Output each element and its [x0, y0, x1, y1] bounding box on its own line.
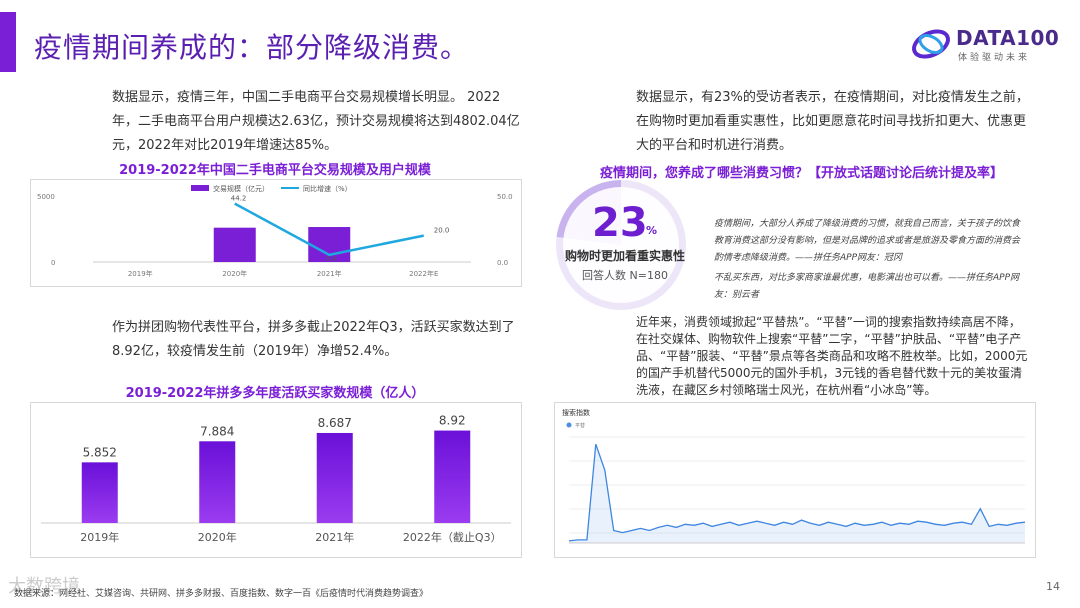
respondent-count: 回答人数 N=180 — [582, 269, 668, 282]
chart2-x-label: 2019年 — [80, 530, 119, 544]
chart1-line-label: 20.0 — [434, 227, 450, 235]
chart1-line-label: 5.4 — [325, 255, 337, 263]
chart1-x-label: 2021年 — [317, 269, 342, 278]
left-paragraph-2: 作为拼团购物代表性平台，拼多多截止2022年Q3，活跃买家数达到了8.92亿，较… — [112, 320, 515, 359]
y-left-tick: 5000 — [37, 193, 55, 201]
chart1-line-label: 44.2 — [231, 195, 247, 203]
source-note: 数据来源：网经社、艾媒咨询、共研网、拼多多财报、百度指数、数字一百《后疫情时代消… — [14, 589, 429, 599]
chart2-bar — [81, 462, 118, 523]
chart2-value-label: 7.884 — [200, 424, 234, 438]
chart2-bar — [434, 430, 471, 523]
search-index-title: 搜索指数 — [562, 409, 590, 417]
quote-2: 不乱买东西，对比多家商家谁最优惠，电影演出也可以看。——拼任务APP网友：别云者 — [714, 273, 1020, 300]
percent-pie-hole — [563, 187, 679, 303]
y-right-tick: 50.0 — [497, 193, 513, 201]
legend-swatch-bar — [191, 185, 209, 191]
percent-pie-svg — [556, 180, 679, 303]
percent-pie — [556, 180, 686, 310]
chart2-value-label: 8.92 — [439, 414, 466, 428]
chart2-x-label: 2021年 — [315, 530, 354, 544]
legend-dot — [566, 422, 572, 428]
chart2-x-label: 2022年（截止Q3） — [403, 530, 502, 544]
chart2-bar — [316, 432, 353, 523]
chart2-x-label: 2020年 — [198, 530, 237, 544]
left-paragraph-1: 数据显示，疫情三年，中国二手电商平台交易规模增长明显。 2022年，二手电商平台… — [112, 90, 520, 153]
chart2-bar — [199, 441, 236, 523]
chart1-growth-line — [234, 202, 424, 257]
percent-value: 23 — [592, 200, 648, 246]
logo-swirl-icon — [912, 29, 950, 59]
chart1-x-label: 2022年E — [409, 269, 438, 278]
search-index-area — [569, 444, 1025, 543]
search-index-svg: 平替 — [566, 422, 1026, 544]
chart1-x-label: 2020年 — [222, 269, 247, 278]
legend-label-line: 同比增速（%） — [303, 184, 352, 193]
accent-bar — [0, 12, 16, 72]
chart2-title: 2019-2022年拼多多年度活跃买家数规模（亿人） — [125, 386, 425, 401]
watermark: 大数跨境 — [8, 576, 80, 597]
chart2-panel: 5.852 2019年 7.884 2020年 8.687 2021年 8.92 2022年（… — [30, 402, 522, 558]
search-index-line — [568, 443, 1026, 542]
y-left-tick: 0 — [51, 259, 55, 267]
chart1-title: 2019-2022年中国二手电商平台交易规模及用户规模 — [119, 163, 431, 178]
right-paragraph-1: 数据显示，有23%的受访者表示，在疫情期间，对比疫情发生之前，在购物时更加看重实… — [636, 90, 1029, 153]
search-index-panel: 平替 — [554, 402, 1036, 558]
legend-label-bar: 交易规模（亿元） — [213, 184, 269, 193]
chart2-svg: 5.852 2019年 7.884 2020年 8.687 2021年 8.92 2022年（… — [41, 414, 511, 544]
percent-sign: % — [646, 224, 658, 237]
logo-text: DATA100 — [956, 26, 1060, 50]
chart1-svg: 交易规模（亿元） 同比增速（%） 5000 0 50.0 0.0 44.2 5.4 20.0 20… — [37, 184, 513, 278]
right-paragraph-2: 近年来，消费领域掀起“平替热”。“平替”一词的搜索指数持续高居不降，在社交媒体、… — [636, 315, 1028, 397]
chart1-bar — [213, 227, 256, 262]
chart1-x-label: 2019年 — [128, 269, 153, 278]
percent-label: 购物时更加看重实惠性 — [564, 249, 685, 263]
quote-1: 疫情期间，大部分人养成了降级消费的习惯，就我自己而言，关于孩子的饮食教育消费这部… — [714, 219, 1021, 263]
page-number: 14 — [1046, 580, 1060, 593]
legend-label: 平替 — [575, 422, 585, 429]
y-right-tick: 0.0 — [497, 259, 508, 267]
survey-question: 疫情期间，您养成了哪些消费习惯？【开放式话题讨论后统计提及率】 — [600, 166, 1004, 181]
page-title: 疫情期间养成的：部分降级消费。 — [34, 31, 470, 64]
chart1-bar — [308, 227, 351, 262]
logo-subtitle: 体验驱动未来 — [958, 53, 1031, 63]
chart2-value-label: 8.687 — [318, 416, 352, 430]
chart2-value-label: 5.852 — [83, 445, 117, 459]
chart1-panel: 交易规模（亿元） 同比增速（%） 5000 0 50.0 0.0 44.2 5.4 20.0 20… — [30, 179, 522, 287]
logo: DATA100 体验驱动未来 — [910, 22, 1059, 68]
